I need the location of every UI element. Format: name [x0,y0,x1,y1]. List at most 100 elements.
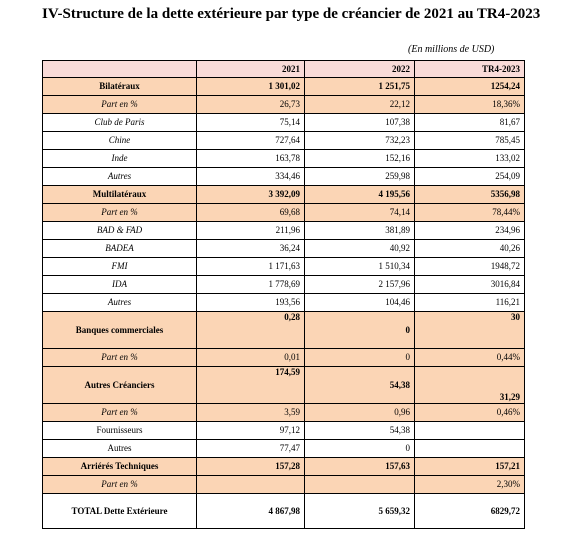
cell-2021: 211,96 [196,221,305,240]
cell-2021: 174,59 [196,366,305,404]
cell-2021: 3,59 [196,403,305,422]
cell-2021: 4 867,98 [196,493,305,529]
cell-tr4-2023: 78,44% [414,203,525,222]
row-label: Multilatéraux [42,185,197,204]
cell-tr4-2023: 157,21 [414,457,525,476]
cell-2021: 26,73 [196,95,305,114]
cell-2022: 0,96 [304,403,415,422]
table-row: Club de Paris 75,14 107,38 81,67 [42,113,525,132]
cell-tr4-2023: 234,96 [414,221,525,240]
cell-2022: 0 [304,311,415,349]
row-label: Part en % [42,475,197,494]
row-label: Club de Paris [42,113,197,132]
cell-2022: 74,14 [304,203,415,222]
row-label: FMI [42,257,197,276]
row-label: Fournisseurs [42,421,197,440]
cell-tr4-2023: 6829,72 [414,493,525,529]
cell-2022: 0 [304,348,415,367]
table-row: FMI 1 171,63 1 510,34 1948,72 [42,257,525,276]
cell-2022: 2 157,96 [304,275,415,294]
table-row: Banques commerciales 0,28 0 30 [42,311,525,349]
cell-2021: 69,68 [196,203,305,222]
cell-2022: 732,23 [304,131,415,150]
cell-2021: 0,01 [196,348,305,367]
cell-2021: 157,28 [196,457,305,476]
row-label: IDA [42,275,197,294]
table-row: Part en % 0,01 0 0,44% [42,348,525,367]
cell-tr4-2023: 1948,72 [414,257,525,276]
header-cell-2021: 2021 [196,60,305,78]
cell-2022: 104,46 [304,293,415,312]
cell-tr4-2023: 254,09 [414,167,525,186]
row-label: Part en % [42,403,197,422]
cell-tr4-2023: 116,21 [414,293,525,312]
header-cell-tr4-2023: TR4-2023 [414,60,525,78]
row-label: Chine [42,131,197,150]
cell-tr4-2023: 31,29 [414,366,525,404]
table-header-row: 2021 2022 TR4-2023 [42,60,525,78]
cell-2022: 5 659,32 [304,493,415,529]
cell-tr4-2023: 40,26 [414,239,525,258]
row-label: Arriérés Techniques [42,457,197,476]
table-row: Part en % 3,59 0,96 0,46% [42,403,525,422]
unit-note: (En millions de USD) [408,44,495,55]
cell-2022: 4 195,56 [304,185,415,204]
cell-2021: 75,14 [196,113,305,132]
header-cell-label [42,60,197,78]
cell-tr4-2023: 30 [414,311,525,349]
cell-2022 [304,475,415,494]
row-label: Part en % [42,203,197,222]
row-label: Autres [42,167,197,186]
cell-tr4-2023: 18,36% [414,95,525,114]
cell-tr4-2023: 81,67 [414,113,525,132]
cell-2021: 1 301,02 [196,77,305,96]
table-row: Autres Créanciers 174,59 54,38 31,29 [42,366,525,404]
cell-2022: 54,38 [304,421,415,440]
cell-2022: 157,63 [304,457,415,476]
cell-2021: 97,12 [196,421,305,440]
row-label: Autres Créanciers [42,366,197,404]
row-label: Autres [42,439,197,458]
cell-2022: 1 510,34 [304,257,415,276]
table-row-total: TOTAL Dette Extérieure 4 867,98 5 659,32… [42,493,525,529]
cell-tr4-2023: 133,02 [414,149,525,168]
cell-2022: 107,38 [304,113,415,132]
cell-2021: 1 778,69 [196,275,305,294]
cell-2021: 0,28 [196,311,305,349]
row-label: BADEA [42,239,197,258]
cell-2022: 152,16 [304,149,415,168]
table-row: Multilatéraux 3 392,09 4 195,56 5356,98 [42,185,525,204]
cell-2021: 727,64 [196,131,305,150]
cell-tr4-2023: 1254,24 [414,77,525,96]
cell-2022: 40,92 [304,239,415,258]
cell-tr4-2023 [414,439,525,458]
cell-2021 [196,475,305,494]
cell-2021: 193,56 [196,293,305,312]
cell-2022: 259,98 [304,167,415,186]
cell-2021: 36,24 [196,239,305,258]
table-row: Inde 163,78 152,16 133,02 [42,149,525,168]
row-label: TOTAL Dette Extérieure [42,493,197,529]
table-row: Fournisseurs 97,12 54,38 [42,421,525,440]
cell-2021: 3 392,09 [196,185,305,204]
table-row: Autres 334,46 259,98 254,09 [42,167,525,186]
table-row: Bilatéraux 1 301,02 1 251,75 1254,24 [42,77,525,96]
table-row: Autres 77,47 0 [42,439,525,458]
table-row: Part en % 26,73 22,12 18,36% [42,95,525,114]
table-row: Part en % 69,68 74,14 78,44% [42,203,525,222]
cell-tr4-2023: 0,46% [414,403,525,422]
row-label: Part en % [42,348,197,367]
row-label: Inde [42,149,197,168]
cell-2022: 54,38 [304,366,415,404]
table-row: BAD & FAD 211,96 381,89 234,96 [42,221,525,240]
row-label: Part en % [42,95,197,114]
row-label: Bilatéraux [42,77,197,96]
cell-2022: 22,12 [304,95,415,114]
table-row: BADEA 36,24 40,92 40,26 [42,239,525,258]
table-row: Arriérés Techniques 157,28 157,63 157,21 [42,457,525,476]
cell-2022: 0 [304,439,415,458]
cell-tr4-2023 [414,421,525,440]
cell-2022: 381,89 [304,221,415,240]
row-label: Autres [42,293,197,312]
cell-2022: 1 251,75 [304,77,415,96]
